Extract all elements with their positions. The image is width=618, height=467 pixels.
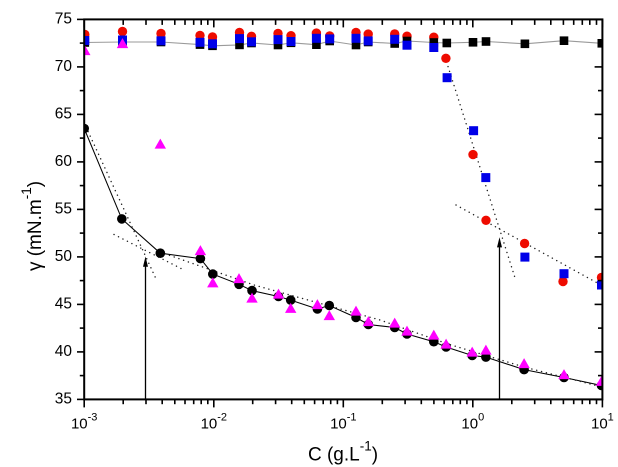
svg-text:35: 35	[55, 391, 72, 408]
svg-text:75: 75	[55, 11, 72, 28]
svg-text:45: 45	[55, 296, 72, 313]
svg-text:50: 50	[55, 248, 73, 265]
svg-text:60: 60	[55, 153, 73, 170]
svg-text:40: 40	[55, 343, 73, 360]
svg-text:70: 70	[55, 58, 73, 75]
svg-text:65: 65	[55, 106, 72, 123]
svg-text:55: 55	[55, 201, 72, 218]
